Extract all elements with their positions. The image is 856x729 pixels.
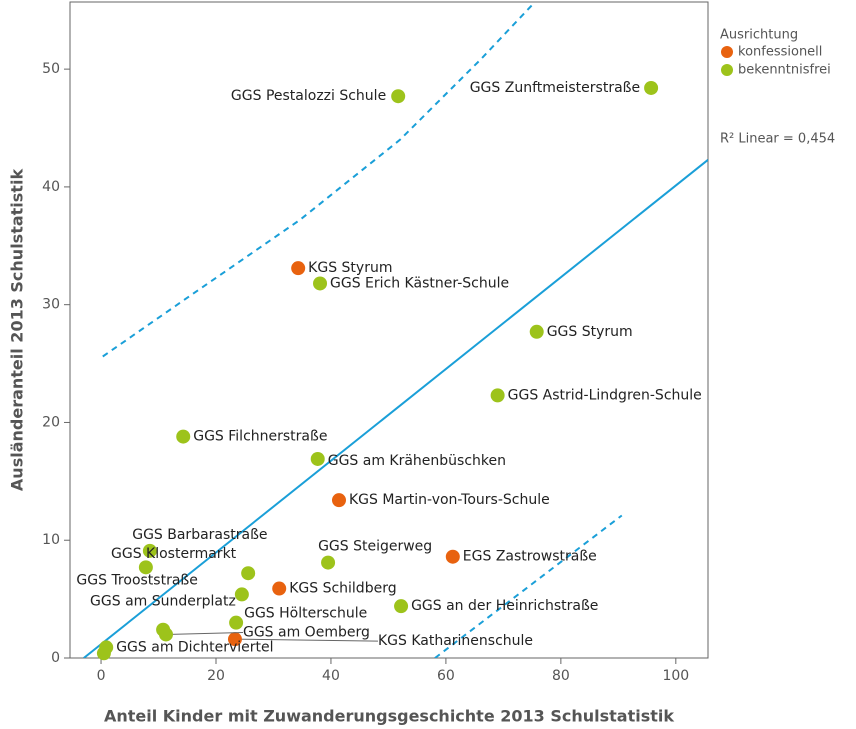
point (291, 261, 306, 276)
point (529, 324, 544, 339)
point-label: GGS Hölterschule (244, 606, 367, 622)
point-label: GGS an der Heinrichstraße (411, 598, 598, 614)
point-label: GGS Trooststraße (76, 572, 197, 588)
point-label: GGS am Oemberg (243, 624, 370, 640)
y-axis-title: Ausländeranteil 2013 Schulstatistik (8, 169, 27, 492)
y-tick-label: 10 (42, 532, 60, 548)
x-tick-label: 0 (97, 668, 106, 684)
point-label: GGS Klostermarkt (111, 546, 237, 562)
point-label: GGS am Sunderplatz (90, 593, 236, 609)
point-label: GGS Barbarastraße (132, 527, 267, 543)
y-tick-label: 0 (51, 650, 60, 666)
point (227, 632, 242, 647)
legend-title: Ausrichtung (720, 28, 798, 43)
r2-annotation: R² Linear = 0,454 (720, 132, 835, 147)
x-tick-label: 100 (662, 668, 689, 684)
point-label: GGS Filchnerstraße (193, 429, 327, 445)
label-connector (234, 638, 378, 642)
point (241, 566, 256, 581)
point (96, 646, 111, 661)
point-label: GGS Styrum (547, 324, 633, 340)
point-label: KGS Katharinenschule (378, 633, 533, 649)
point (156, 622, 171, 637)
x-axis-title: Anteil Kinder mit Zuwanderungsgeschichte… (104, 707, 674, 726)
legend-label: bekenntnisfrei (738, 63, 831, 78)
point (445, 549, 460, 564)
point (313, 276, 328, 291)
point (229, 615, 244, 630)
point (394, 599, 409, 614)
x-tick-label: 80 (552, 668, 570, 684)
x-tick-label: 20 (207, 668, 225, 684)
y-tick-label: 50 (42, 61, 60, 77)
point (176, 429, 191, 444)
point (490, 388, 505, 403)
fit-line (83, 159, 708, 658)
point-label: GGS am Dichterviertel (116, 639, 273, 655)
point (310, 451, 325, 466)
point-label: GGS am Krähenbüschken (328, 453, 506, 469)
point (391, 89, 406, 104)
point-label: GGS Erich Kästner-Schule (330, 275, 509, 291)
point-label: EGS Zastrowstraße (463, 549, 597, 565)
lines (83, 2, 708, 658)
point (272, 581, 287, 596)
y-tick-label: 40 (42, 179, 60, 195)
point (138, 560, 153, 575)
point-label: GGS Steigerweg (318, 539, 432, 555)
point-label: GGS Pestalozzi Schule (231, 88, 386, 104)
x-tick-label: 40 (322, 668, 340, 684)
x-tick-label: 60 (437, 668, 455, 684)
y-tick-label: 20 (42, 414, 60, 430)
point (321, 555, 336, 570)
point (331, 493, 346, 508)
label-connector (165, 631, 244, 635)
legend-marker (721, 64, 733, 76)
point (142, 543, 157, 558)
point-label: GGS Zunftmeisterstraße (470, 80, 640, 96)
plot-frame (69, 1, 709, 659)
point (644, 80, 659, 95)
legend-label: konfessionell (738, 45, 822, 60)
point-label: KGS Martin-von-Tours-Schule (349, 492, 550, 508)
legend-marker (721, 46, 733, 58)
point (234, 587, 249, 602)
point-label: KGS Styrum (308, 260, 392, 276)
point-label: KGS Schildberg (289, 581, 396, 597)
upper-band (102, 2, 536, 358)
y-tick-label: 30 (42, 297, 60, 313)
point-label: GGS Astrid-Lindgren-Schule (508, 387, 702, 403)
